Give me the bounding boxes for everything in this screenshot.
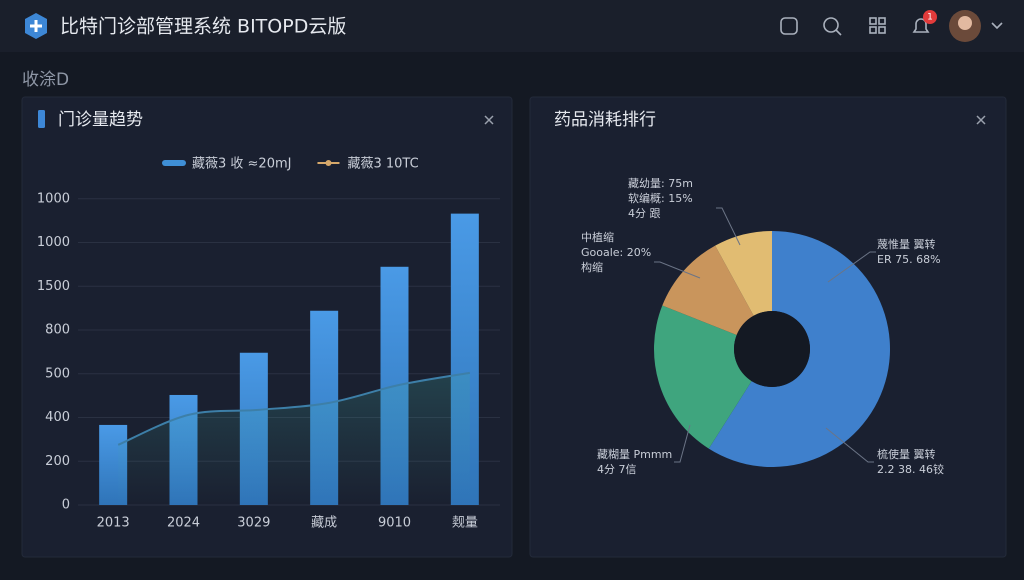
leader-line	[654, 261, 701, 279]
pie-label: 藏糊量 Pmmm	[597, 447, 672, 461]
pie-label: 4分 跟	[628, 207, 661, 220]
pie-hole	[734, 311, 810, 387]
y-tick-label: 400	[45, 410, 70, 425]
y-tick-label: 1500	[37, 279, 70, 294]
badge	[923, 10, 937, 24]
panel-title: 药品消耗排行	[554, 110, 656, 130]
dropdown-icon[interactable]	[991, 22, 1003, 30]
bell-icon[interactable]	[912, 18, 930, 33]
pie-label: 蔑惟量 翼转	[877, 237, 936, 251]
robot-icon[interactable]	[780, 17, 798, 35]
close-button[interactable]	[484, 115, 494, 125]
y-tick-label: 800	[45, 323, 70, 338]
y-tick-label: 0	[62, 498, 70, 513]
leader-line	[827, 251, 876, 283]
leader-line	[825, 427, 874, 463]
pie-slice	[708, 231, 890, 467]
pie-label: Gooale: 20%	[581, 246, 651, 259]
y-tick-label: 1000	[37, 191, 70, 206]
x-tick-label: 2024	[167, 516, 200, 531]
line-series	[117, 371, 471, 446]
x-tick-label: 2013	[97, 516, 130, 531]
pie-slice	[715, 231, 772, 316]
header-bar	[0, 0, 1024, 52]
line-area	[118, 372, 470, 505]
panel-title: 门诊量趋势	[58, 110, 143, 130]
pie-label: 4分 7信	[597, 463, 637, 476]
badge-count: 1	[927, 13, 933, 23]
legend-label: 藏薇3 收 ≈20mJ	[192, 157, 291, 172]
x-tick-label: 9010	[378, 516, 411, 531]
legend-swatch	[325, 160, 332, 166]
x-tick-label: 藏成	[311, 516, 337, 531]
leader-line	[716, 207, 741, 246]
breadcrumb: 收涂D	[22, 70, 69, 90]
pie-label: ER 75. 68%	[877, 253, 941, 266]
pie-label: 中植缩	[581, 230, 614, 244]
search-icon[interactable]	[823, 17, 839, 33]
y-tick-label: 500	[45, 366, 70, 381]
pie-label: 软编概: 15%	[628, 191, 693, 205]
pie-label: 梳使量 翼转	[877, 447, 936, 461]
y-tick-label: 200	[45, 454, 70, 469]
legend-swatch	[162, 160, 186, 166]
x-tick-label: 觌量	[452, 516, 478, 531]
pie-slice	[662, 245, 754, 336]
x-tick-label: 3029	[237, 516, 270, 531]
pie-label: 2.2 38. 46铰	[877, 462, 944, 476]
apps-icon[interactable]	[869, 17, 886, 34]
pie-slice	[654, 305, 752, 449]
logo	[25, 13, 47, 39]
pie-label: 构缩	[581, 260, 603, 274]
panel-icon	[38, 110, 45, 128]
close-button[interactable]	[976, 115, 986, 125]
legend-label: 藏薇3 10TC	[347, 157, 418, 172]
leader-line	[674, 424, 691, 463]
y-tick-label: 1000	[37, 235, 70, 250]
pie-label: 藏幼量: 75m	[628, 177, 693, 190]
app-title: 比特门诊部管理系统 BITOPD云版	[60, 16, 346, 38]
